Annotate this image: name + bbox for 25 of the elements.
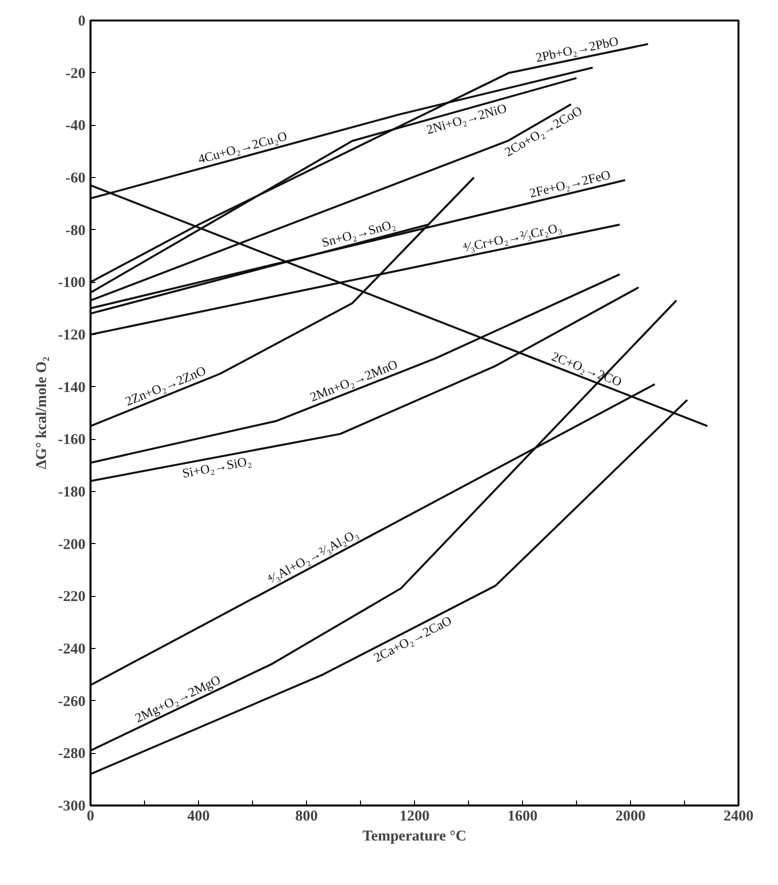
x-tick-label: 1600 — [508, 808, 538, 824]
y-tick-label: -180 — [58, 484, 86, 500]
y-tick-label: 0 — [78, 14, 86, 30]
y-tick-label: -280 — [58, 746, 86, 762]
y-tick-label: -220 — [58, 589, 86, 606]
annotation: Si+O₂→SiO₂ — [181, 453, 252, 481]
y-tick-label: -200 — [58, 536, 86, 553]
y-tick-label: -160 — [58, 432, 86, 448]
y-tick-label: -20 — [66, 66, 86, 82]
y-tick-label: -300 — [58, 798, 86, 814]
x-tick-label: 1200 — [400, 808, 430, 824]
x-tick-label: 400 — [187, 808, 210, 824]
y-tick-label: -80 — [66, 222, 86, 239]
x-tick-label: 2000 — [616, 808, 646, 824]
y-tick-label: -60 — [66, 170, 86, 186]
y-tick-label: -240 — [58, 642, 86, 658]
y-tick-label: -260 — [58, 694, 86, 710]
y-tick-label: -40 — [66, 118, 86, 134]
y-tick-label: -140 — [58, 380, 86, 396]
x-axis-title: Temperature °C — [362, 828, 466, 844]
y-axis-title: ΔG° kcal/mole O₂ — [34, 356, 50, 470]
y-tick-label: -100 — [58, 275, 86, 292]
y-tick-label: -120 — [58, 328, 86, 344]
x-tick-label: 800 — [295, 808, 318, 824]
x-tick-label: 2400 — [724, 808, 754, 824]
